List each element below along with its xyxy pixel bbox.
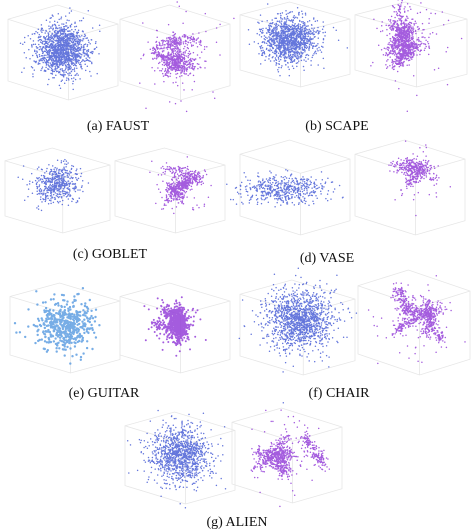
grid-box bbox=[4, 147, 111, 234]
point-cloud bbox=[238, 267, 358, 404]
point-cloud bbox=[17, 158, 90, 212]
grid-box bbox=[119, 4, 231, 101]
point-cloud bbox=[149, 156, 212, 215]
grid-box bbox=[231, 407, 343, 504]
grid-box bbox=[9, 282, 121, 374]
grid-box bbox=[354, 1, 468, 88]
caption: (d) VASE bbox=[300, 251, 354, 266]
grid-box bbox=[239, 139, 351, 236]
caption: (g) ALIEN bbox=[206, 515, 267, 530]
point-cloud bbox=[19, 7, 101, 91]
grid-box bbox=[354, 139, 466, 236]
point-cloud bbox=[367, 275, 466, 365]
caption: (f) CHAIR bbox=[308, 386, 370, 401]
point-cloud bbox=[247, 3, 349, 77]
point-cloud bbox=[126, 409, 227, 509]
point-cloud bbox=[13, 287, 101, 365]
point-cloud bbox=[143, 296, 207, 357]
caption: (e) GUITAR bbox=[69, 386, 140, 401]
point-cloud bbox=[139, 1, 235, 113]
caption: (b) SCAPE bbox=[305, 119, 368, 134]
point-cloud bbox=[388, 140, 452, 217]
point-cloud bbox=[250, 409, 331, 508]
grid-box bbox=[114, 147, 226, 234]
caption: (c) GOBLET bbox=[73, 247, 148, 262]
point-cloud bbox=[370, 0, 463, 113]
point-cloud bbox=[226, 168, 344, 208]
caption: (a) FAUST bbox=[87, 119, 150, 134]
